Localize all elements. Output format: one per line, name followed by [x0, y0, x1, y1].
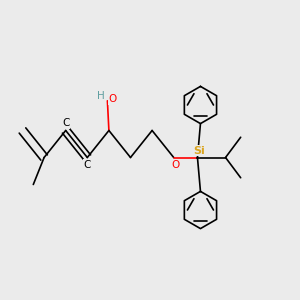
- Text: C: C: [84, 160, 91, 170]
- Text: Si: Si: [193, 146, 205, 156]
- Text: O: O: [109, 94, 117, 104]
- Text: O: O: [171, 160, 179, 170]
- Text: C: C: [62, 118, 69, 128]
- Text: H: H: [97, 91, 105, 101]
